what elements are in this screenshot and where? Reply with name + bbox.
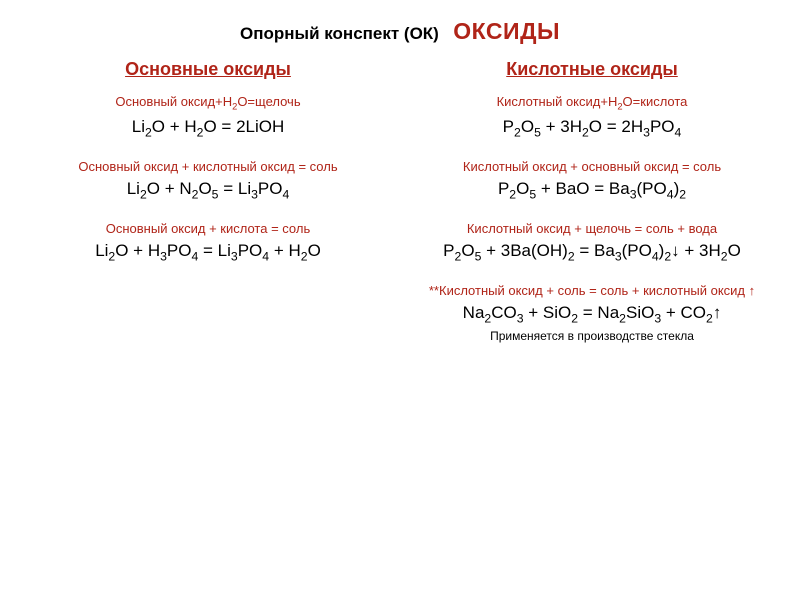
left-column: Основные оксиды Основный оксид+H2O=щелоч… (30, 59, 386, 347)
right-eq-3: P2O5 + 3Ba(OH)2 = Ba3(PO4)2↓ + 3H2O (414, 240, 770, 265)
left-eq-1: Li2O + H2O = 2LiOH (30, 116, 386, 141)
right-eq-2: P2O5 + BaO = Ba3(PO4)2 (414, 178, 770, 203)
columns: Основные оксиды Основный оксид+H2O=щелоч… (30, 59, 770, 347)
header-prefix: Опорный конспект (ОК) (240, 24, 439, 43)
left-block-2: Основный оксид + кислотный оксид = соль … (30, 159, 386, 203)
right-eq-4: Na2CO3 + SiO2 = Na2SiO3 + CO2↑ (414, 302, 770, 327)
right-eq-1: P2O5 + 3H2O = 2H3PO4 (414, 116, 770, 141)
header: Опорный конспект (ОК) ОКСИДЫ (30, 18, 770, 45)
header-main: ОКСИДЫ (453, 18, 560, 44)
right-desc-4: **Кислотный оксид + соль = соль + кислот… (414, 283, 770, 299)
right-block-2: Кислотный оксид + основный оксид = соль … (414, 159, 770, 203)
right-desc-1: Кислотный оксид+H2O=кислота (414, 94, 770, 113)
right-desc-2: Кислотный оксид + основный оксид = соль (414, 159, 770, 175)
left-title: Основные оксиды (30, 59, 386, 80)
left-desc-1: Основный оксид+H2O=щелочь (30, 94, 386, 113)
right-column: Кислотные оксиды Кислотный оксид+H2O=кис… (414, 59, 770, 347)
left-eq-2: Li2O + N2O5 = Li3PO4 (30, 178, 386, 203)
left-eq-3: Li2O + H3PO4 = Li3PO4 + H2O (30, 240, 386, 265)
left-desc-3: Основный оксид + кислота = соль (30, 221, 386, 237)
left-block-1: Основный оксид+H2O=щелочь Li2O + H2O = 2… (30, 94, 386, 141)
left-desc-2: Основный оксид + кислотный оксид = соль (30, 159, 386, 175)
right-block-3: Кислотный оксид + щелочь = соль + вода P… (414, 221, 770, 265)
right-note-4: Применяется в производстве стекла (414, 329, 770, 343)
right-block-1: Кислотный оксид+H2O=кислота P2O5 + 3H2O … (414, 94, 770, 141)
left-block-3: Основный оксид + кислота = соль Li2O + H… (30, 221, 386, 265)
right-title: Кислотные оксиды (414, 59, 770, 80)
right-desc-3: Кислотный оксид + щелочь = соль + вода (414, 221, 770, 237)
right-block-4: **Кислотный оксид + соль = соль + кислот… (414, 283, 770, 343)
